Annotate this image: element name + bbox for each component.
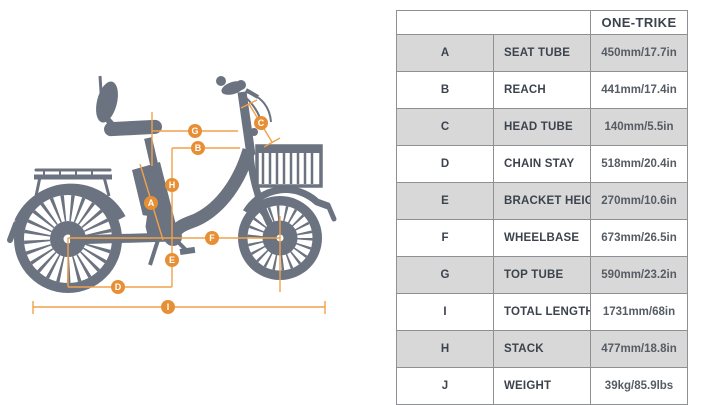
trike-geometry-diagram: A B C D E F G H I [7,75,337,314]
row-letter: A [396,34,494,72]
row-value: 270mm/10.6in [590,182,688,220]
trike-silhouette-drawing [7,75,337,314]
row-value: 518mm/20.4in [590,145,688,183]
row-letter: G [396,256,494,294]
marker-f: F [205,231,219,245]
product-column-header: ONE-TRIKE [590,10,688,35]
row-letter: J [396,367,494,405]
table-row-stack: H STACK 477mm/18.8in [396,330,688,368]
table-row-weight: J WEIGHT 39kg/85.9lbs [396,367,688,405]
row-name: TOP TUBE [493,256,591,294]
table-row-seat-tube: A SEAT TUBE 450mm/17.7in [396,34,688,72]
table-row-chain-stay: D CHAIN STAY 518mm/20.4in [396,145,688,183]
row-letter: C [396,108,494,146]
row-value: 140mm/5.5in [590,108,688,146]
marker-i: I [161,300,175,314]
row-letter: F [396,219,494,257]
row-name: BRACKET HEIGHT [493,182,591,220]
row-letter: D [396,145,494,183]
row-value: 39kg/85.9lbs [590,367,688,405]
row-letter: I [396,293,494,331]
table-corner-cell [396,10,591,35]
table-row-total-length: I TOTAL LENGTH 1731mm/68in [396,293,688,331]
row-name: REACH [493,71,591,109]
row-name: CHAIN STAY [493,145,591,183]
table-row-bracket-height: E BRACKET HEIGHT 270mm/10.6in [396,182,688,220]
geometry-spec-table: ONE-TRIKE A SEAT TUBE 450mm/17.7in B REA… [396,10,688,405]
row-name: WEIGHT [493,367,591,405]
row-value: 1731mm/68in [590,293,688,331]
marker-a: A [144,196,158,210]
row-name: WHEELBASE [493,219,591,257]
table-header-row: ONE-TRIKE [396,10,688,35]
marker-b: B [191,141,205,155]
row-name: SEAT TUBE [493,34,591,72]
row-value: 441mm/17.4in [590,71,688,109]
row-name: TOTAL LENGTH [493,293,591,331]
row-name: HEAD TUBE [493,108,591,146]
table-row-wheelbase: F WHEELBASE 673mm/26.5in [396,219,688,257]
table-row-reach: B REACH 441mm/17.4in [396,71,688,109]
row-letter: H [396,330,494,368]
row-value: 590mm/23.2in [590,256,688,294]
marker-c: C [254,116,268,130]
row-value: 450mm/17.7in [590,34,688,72]
marker-d: D [111,280,125,294]
table-row-head-tube: C HEAD TUBE 140mm/5.5in [396,108,688,146]
row-letter: B [396,71,494,109]
row-value: 673mm/26.5in [590,219,688,257]
row-value: 477mm/18.8in [590,330,688,368]
row-name: STACK [493,330,591,368]
marker-e: E [165,253,179,267]
marker-g: G [188,124,202,138]
row-letter: E [396,182,494,220]
marker-h: H [165,178,179,192]
table-row-top-tube: G TOP TUBE 590mm/23.2in [396,256,688,294]
